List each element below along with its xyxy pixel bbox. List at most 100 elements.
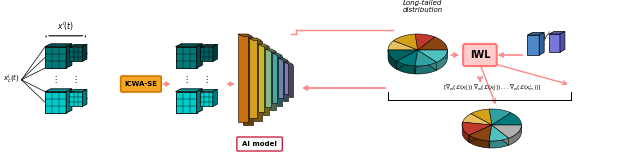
Polygon shape [492, 113, 522, 125]
Polygon shape [489, 109, 511, 125]
Polygon shape [463, 114, 492, 125]
Polygon shape [253, 40, 262, 120]
Polygon shape [69, 47, 83, 61]
Polygon shape [45, 47, 66, 68]
Polygon shape [492, 125, 522, 132]
Text: IWL: IWL [470, 50, 490, 60]
Polygon shape [492, 125, 509, 145]
Polygon shape [540, 33, 544, 55]
Polygon shape [489, 125, 492, 148]
Polygon shape [45, 44, 72, 47]
Polygon shape [397, 50, 418, 69]
Polygon shape [200, 44, 218, 47]
Polygon shape [69, 89, 87, 92]
Text: ⋮: ⋮ [182, 75, 190, 84]
Polygon shape [66, 44, 72, 68]
Polygon shape [200, 92, 213, 106]
Text: ·: · [542, 40, 546, 50]
Polygon shape [388, 41, 418, 50]
Polygon shape [45, 92, 66, 113]
Polygon shape [196, 44, 202, 68]
Polygon shape [418, 50, 436, 70]
Polygon shape [249, 38, 262, 40]
Polygon shape [388, 50, 418, 61]
Polygon shape [266, 49, 271, 107]
Polygon shape [69, 44, 87, 47]
Polygon shape [469, 125, 492, 141]
Polygon shape [436, 50, 447, 70]
Text: AI model: AI model [242, 141, 277, 147]
Polygon shape [200, 89, 218, 92]
Polygon shape [492, 125, 509, 145]
Polygon shape [489, 125, 509, 141]
Polygon shape [175, 47, 196, 68]
Polygon shape [66, 89, 72, 113]
Polygon shape [69, 92, 83, 106]
Polygon shape [415, 50, 418, 74]
Polygon shape [415, 62, 436, 74]
Polygon shape [213, 44, 218, 61]
FancyBboxPatch shape [463, 44, 497, 66]
Polygon shape [277, 55, 282, 106]
Polygon shape [492, 125, 522, 138]
Polygon shape [273, 53, 282, 55]
Polygon shape [45, 89, 72, 92]
Text: ·: · [215, 51, 218, 57]
Polygon shape [83, 89, 87, 106]
Polygon shape [175, 44, 202, 47]
Polygon shape [249, 38, 257, 118]
Polygon shape [284, 62, 288, 94]
Polygon shape [388, 50, 397, 69]
Polygon shape [418, 50, 447, 62]
Polygon shape [196, 89, 202, 113]
Polygon shape [257, 44, 264, 112]
Polygon shape [266, 49, 276, 51]
Polygon shape [397, 50, 418, 69]
Text: $x^i(t)$: $x^i(t)$ [57, 19, 74, 33]
Text: Long-tailed
distribution: Long-tailed distribution [403, 0, 443, 13]
Polygon shape [200, 47, 213, 61]
Text: ⋮: ⋮ [51, 75, 60, 84]
Polygon shape [213, 89, 218, 106]
Text: $[\nabla_w(\mathcal{L}(x^i_1))\,\nabla_w(\mathcal{L}(x^i_2))...\nabla_w(\mathcal: $[\nabla_w(\mathcal{L}(x^i_1))\,\nabla_w… [443, 83, 541, 93]
Text: ICWA-SE: ICWA-SE [124, 81, 157, 87]
Polygon shape [289, 64, 293, 97]
Polygon shape [284, 62, 293, 64]
Polygon shape [418, 50, 436, 70]
Polygon shape [549, 34, 560, 52]
Polygon shape [471, 109, 492, 125]
Polygon shape [469, 135, 489, 148]
Polygon shape [397, 50, 418, 66]
Polygon shape [397, 61, 415, 74]
Polygon shape [278, 58, 284, 98]
Text: $y^i$: $y^i$ [541, 30, 550, 44]
Polygon shape [415, 34, 435, 50]
Polygon shape [549, 31, 565, 34]
Polygon shape [238, 34, 248, 122]
Polygon shape [560, 31, 565, 52]
Polygon shape [284, 60, 288, 100]
Polygon shape [243, 36, 253, 124]
Polygon shape [489, 125, 492, 148]
Polygon shape [175, 92, 196, 113]
Polygon shape [527, 33, 544, 35]
Polygon shape [175, 89, 202, 92]
Polygon shape [527, 35, 540, 55]
Polygon shape [418, 37, 447, 50]
Polygon shape [462, 122, 469, 142]
Polygon shape [257, 44, 269, 46]
Polygon shape [415, 50, 418, 74]
Polygon shape [415, 50, 436, 66]
Polygon shape [394, 34, 418, 50]
Polygon shape [278, 58, 288, 60]
Polygon shape [271, 51, 276, 109]
Polygon shape [238, 34, 253, 36]
Polygon shape [262, 46, 269, 115]
Polygon shape [469, 125, 492, 142]
Text: ·: · [85, 51, 87, 57]
Text: ⋮: ⋮ [72, 75, 80, 84]
Polygon shape [83, 44, 87, 61]
Polygon shape [462, 122, 492, 135]
FancyBboxPatch shape [121, 76, 161, 92]
Text: ⋮: ⋮ [202, 75, 211, 84]
